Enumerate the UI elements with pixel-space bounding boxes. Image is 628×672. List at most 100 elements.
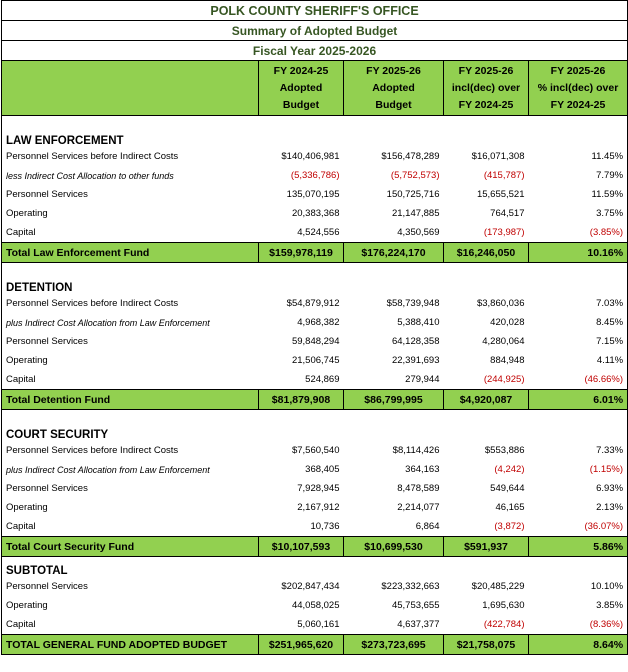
value: 7.15%	[596, 336, 624, 347]
data-row: plus Indirect Cost Allocation from Law E…	[2, 460, 628, 479]
spacer	[2, 116, 628, 128]
value: 21,147,885	[391, 208, 440, 219]
value: 2,214,077	[397, 502, 440, 513]
total-label: Total Law Enforcement Fund	[1, 242, 259, 263]
row-label: Personnel Services	[6, 581, 88, 592]
value: 21,506,745	[291, 355, 340, 366]
value: 3.85%	[596, 600, 624, 611]
total-value: $81,879,908	[258, 389, 344, 410]
title-row: POLK COUNTY SHERIFF'S OFFICE	[1, 0, 628, 21]
value: 279,944	[405, 374, 440, 385]
data-row: Personnel Services before Indirect Costs…	[2, 147, 628, 166]
column-header-line: FY 2024-25	[273, 64, 329, 77]
column-header-line: FY 2025-26	[550, 64, 606, 77]
total-value: 5.86%	[527, 536, 628, 557]
row-label: Personnel Services	[6, 336, 88, 347]
column-header-line: FY 2025-26	[366, 64, 421, 77]
row-label: Operating	[6, 355, 48, 366]
section-header-row: LAW ENFORCEMENT	[2, 127, 628, 147]
value: 64,128,358	[391, 336, 440, 347]
data-row: Personnel Services 135,070,195 150,725,716…	[2, 185, 628, 204]
value: 5,388,410	[397, 317, 440, 328]
row-label: Operating	[6, 208, 48, 219]
total-value: $86,799,995	[343, 389, 444, 410]
value: 4,637,377	[397, 619, 440, 630]
value: (3,872)	[494, 521, 525, 532]
value: $16,071,308	[471, 151, 525, 162]
value: 4,350,569	[397, 227, 440, 238]
section-title: SUBTOTAL	[6, 565, 68, 577]
value: (3.85%)	[589, 227, 624, 238]
subtitle-row: Summary of Adopted Budget	[1, 20, 628, 41]
total-value: $21,758,075	[443, 634, 529, 655]
row-label: Personnel Services before Indirect Costs	[6, 151, 179, 162]
data-row: Capital 10,736 6,864 (3,872) (36.07%)	[2, 517, 628, 537]
value: 764,517	[490, 208, 525, 219]
value: (36.07%)	[584, 521, 624, 532]
value: 4,524,556	[297, 227, 340, 238]
value: (173,987)	[483, 227, 525, 238]
spacer	[2, 410, 628, 422]
spacer	[2, 263, 628, 275]
spacer-cell	[2, 116, 628, 128]
total-value: $10,699,530	[343, 536, 444, 557]
value: 10,736	[310, 521, 340, 532]
value: (1.15%)	[589, 464, 624, 475]
value: 7.03%	[596, 298, 624, 309]
value: (5,752,573)	[390, 170, 440, 181]
total-value: $251,965,620	[258, 634, 344, 655]
data-row: Capital 524,869 279,944 (244,925) (46.66%)	[2, 370, 628, 390]
total-label: TOTAL GENERAL FUND ADOPTED BUDGET	[1, 634, 259, 655]
value: $223,332,663	[381, 581, 440, 592]
data-row: Operating 44,058,025 45,753,655 1,695,630 3.…	[2, 596, 628, 615]
value: 44,058,025	[291, 600, 340, 611]
total-value: $16,246,050	[443, 242, 529, 263]
value: 5,060,161	[297, 619, 340, 630]
total-row: Total Court Security Fund $10,107,593 $10,…	[1, 536, 628, 557]
value: 2,167,912	[297, 502, 340, 513]
total-value: $10,107,593	[258, 536, 344, 557]
row-label: Personnel Services before Indirect Costs	[6, 445, 179, 456]
data-row: Personnel Services $202,847,434 $223,332,6…	[2, 577, 628, 596]
subtitle: Summary of Adopted Budget	[1, 20, 628, 41]
row-label: Personnel Services before Indirect Costs	[6, 298, 179, 309]
data-row: less Indirect Cost Allocation to other f…	[2, 166, 628, 185]
value: 20,383,368	[291, 208, 340, 219]
row-label: plus Indirect Cost Allocation from Law E…	[6, 317, 210, 328]
data-row: Capital 4,524,556 4,350,569 (173,987) (3.85%…	[2, 223, 628, 243]
column-header-line: FY 2024-25	[550, 98, 606, 111]
value: (244,925)	[483, 374, 525, 385]
value: 2.13%	[596, 502, 624, 513]
value: $202,847,434	[281, 581, 340, 592]
data-row: Personnel Services before Indirect Costs…	[2, 294, 628, 313]
fiscal-year: Fiscal Year 2025-2026	[1, 40, 628, 61]
budget-table: POLK COUNTY SHERIFF'S OFFICE Summary of A…	[1, 0, 628, 655]
title: POLK COUNTY SHERIFF'S OFFICE	[1, 0, 628, 21]
value: $553,886	[484, 445, 525, 456]
total-value: $591,937	[443, 536, 529, 557]
value: 1,695,630	[482, 600, 525, 611]
data-row: Operating 2,167,912 2,214,077 46,165 2.13%	[2, 498, 628, 517]
column-header-line: Adopted	[279, 81, 323, 94]
value: 7.33%	[596, 445, 624, 456]
value: 7,928,945	[297, 483, 340, 494]
value: $3,860,036	[476, 298, 525, 309]
value: 4.11%	[596, 355, 624, 366]
data-row: Capital 5,060,161 4,637,377 (422,784) (8.36%…	[2, 615, 628, 635]
section-header-row: SUBTOTAL	[2, 557, 628, 577]
value: 6.93%	[596, 483, 624, 494]
total-value: $4,920,087	[443, 389, 529, 410]
value: 11.59%	[591, 189, 624, 200]
row-label: Capital	[6, 227, 36, 238]
total-value: 10.16%	[527, 242, 628, 263]
value: $140,406,981	[281, 151, 340, 162]
data-row: Personnel Services 59,848,294 64,128,358 4,…	[2, 332, 628, 351]
column-header-line: Budget	[375, 98, 412, 111]
total-value: $176,224,170	[343, 242, 444, 263]
row-label: Operating	[6, 600, 48, 611]
value: 59,848,294	[291, 336, 340, 347]
total-value: 6.01%	[527, 389, 628, 410]
total-value: $159,978,119	[258, 242, 344, 263]
column-header: FY 2025-26 Adopted Budget	[343, 60, 444, 116]
